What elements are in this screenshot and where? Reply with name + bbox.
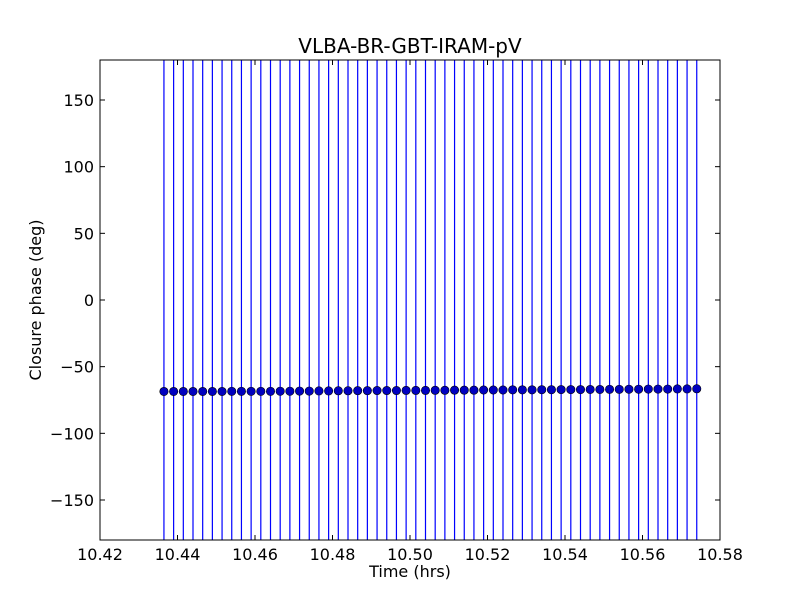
x-axis-label: Time (hrs) [368,562,451,581]
y-tick-label: −100 [50,424,94,443]
y-tick-label: −50 [60,358,94,377]
y-axis: −150 −100 −50 0 50 100 150 [50,91,720,510]
x-tick-label: 10.52 [465,545,511,564]
data-point [178,386,188,396]
data-point [692,384,702,394]
data-point [672,384,682,394]
point-layer [159,384,702,396]
data-point [314,386,324,396]
data-point [401,385,411,395]
data-point [517,385,527,395]
data-point [527,385,537,395]
data-point [575,385,585,395]
data-point [188,386,198,396]
data-point [605,384,615,394]
data-point [420,385,430,395]
x-tick-label: 10.42 [77,545,123,564]
data-point [498,385,508,395]
data-point [198,386,208,396]
chart-title: VLBA-BR-GBT-IRAM-pV [298,34,522,58]
x-tick-label: 10.54 [542,545,588,564]
data-point [265,386,275,396]
data-point [411,385,421,395]
data-point [391,386,401,396]
data-point [169,386,179,396]
data-point [227,386,237,396]
data-point [643,384,653,394]
errorbar-layer [163,60,698,540]
data-point [333,386,343,396]
data-point [566,385,576,395]
data-point [488,385,498,395]
data-point [372,386,382,396]
data-point [634,384,644,394]
y-tick-label: 50 [74,224,94,243]
x-tick-label: 10.44 [155,545,201,564]
data-point [246,386,256,396]
data-point [653,384,663,394]
y-axis-label: Closure phase (deg) [26,219,45,380]
data-point [256,386,266,396]
data-point [537,385,547,395]
data-point [343,386,353,396]
data-point [430,385,440,395]
data-point [546,385,556,395]
data-point [236,386,246,396]
y-tick-label: 100 [63,158,94,177]
data-point [275,386,285,396]
data-point [556,385,566,395]
data-point [663,384,673,394]
x-axis: 10.42 10.44 10.46 10.48 10.50 10.52 10.54 10.56… [77,60,743,564]
data-point [207,386,217,396]
y-tick-label: −150 [50,491,94,510]
data-point [324,386,334,396]
x-tick-label: 10.56 [620,545,666,564]
data-point [217,386,227,396]
data-point [682,384,692,394]
x-tick-label: 10.58 [697,545,743,564]
data-point [595,384,605,394]
x-tick-label: 10.46 [232,545,278,564]
y-tick-label: 150 [63,91,94,110]
data-point [508,385,518,395]
y-tick-label: 0 [84,291,94,310]
data-point [479,385,489,395]
data-point [295,386,305,396]
data-point [440,385,450,395]
data-point [382,386,392,396]
x-tick-label: 10.48 [310,545,356,564]
data-point [469,385,479,395]
x-tick-label: 10.50 [387,545,433,564]
data-point [285,386,295,396]
data-point [362,386,372,396]
data-point [585,384,595,394]
data-point [304,386,314,396]
data-point [624,384,634,394]
data-point [159,386,169,396]
data-point [450,385,460,395]
data-point [353,386,363,396]
data-point [614,384,624,394]
data-point [459,385,469,395]
